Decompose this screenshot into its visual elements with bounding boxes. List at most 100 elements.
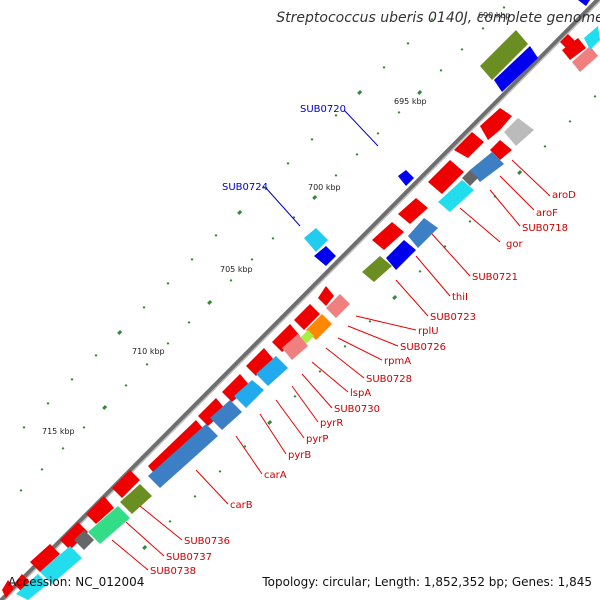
cds-arrow[interactable]: [560, 34, 576, 50]
label-leader-lines: [111, 159, 551, 571]
cds-arrow[interactable]: [318, 286, 334, 306]
cds-arrow[interactable]: [294, 304, 320, 330]
cds-arrow[interactable]: [480, 108, 512, 140]
cds-arrow[interactable]: [494, 46, 538, 92]
tick-dot: [250, 257, 254, 261]
tick-dot: [543, 145, 547, 148]
gene-label-SUB0730[interactable]: SUB0730: [334, 404, 380, 415]
gene-label-aroD[interactable]: aroD: [552, 190, 576, 201]
cds-block[interactable]: [480, 30, 528, 80]
tick-dot: [46, 402, 50, 405]
tick-dot: [397, 111, 401, 114]
tick-dot: [593, 95, 597, 98]
cds-arrow-reverse[interactable]: [438, 180, 474, 212]
cds-arrow[interactable]: [398, 170, 414, 186]
cds-arrow[interactable]: [314, 246, 336, 266]
cds-arrow-reverse[interactable]: [386, 240, 416, 270]
cds-block[interactable]: [300, 330, 314, 344]
cds-arrow[interactable]: [304, 228, 328, 252]
cds-arrow-reverse[interactable]: [40, 546, 82, 584]
cds-arrow-reverse[interactable]: [306, 314, 332, 340]
tick-dot: [190, 257, 194, 261]
gene-label-SUB0720[interactable]: SUB0720: [300, 104, 346, 115]
cds-arrow[interactable]: [246, 348, 274, 376]
gene-label-SUB0721[interactable]: SUB0721: [472, 272, 518, 283]
tick-dot: [193, 495, 197, 498]
cds-arrow[interactable]: [572, 46, 598, 72]
gene-label-SUB0724[interactable]: SUB0724: [222, 182, 268, 193]
gene-label-rplU[interactable]: rplU: [418, 326, 439, 337]
cds-arrow[interactable]: [222, 374, 250, 402]
gene-label-SUB0726[interactable]: SUB0726: [400, 342, 446, 353]
tick-dot: [218, 470, 222, 473]
gene-label-thiI[interactable]: thiI: [452, 292, 468, 303]
cds-block[interactable]: [584, 26, 600, 50]
tick-dot: [70, 378, 74, 381]
tick-dot: [166, 282, 170, 285]
gene-label-gor[interactable]: gor: [506, 239, 523, 250]
cds-arrow[interactable]: [454, 132, 484, 158]
gene-labels: aroD aroF SUB0718 gor SUB0721 thiI SUB07…: [150, 190, 576, 577]
tick-dot: [430, 18, 434, 21]
cds-arrow-reverse[interactable]: [88, 506, 130, 544]
gene-label-lspA[interactable]: lspA: [350, 388, 371, 399]
cds-arrow[interactable]: [272, 324, 300, 352]
cds-arrow[interactable]: [562, 38, 586, 60]
tick-dot: [439, 69, 443, 72]
gene-label-SUB0718[interactable]: SUB0718: [522, 223, 568, 234]
cds-arrow[interactable]: [372, 222, 404, 250]
gene-label-SUB0736[interactable]: SUB0736: [184, 536, 230, 547]
cds-arrow[interactable]: [198, 398, 226, 426]
cds-arrow[interactable]: [86, 496, 114, 524]
gene-label-rpmA[interactable]: rpmA: [384, 356, 411, 367]
cds-arrow-reverse[interactable]: [282, 334, 308, 360]
cds-arrow-reverse[interactable]: [326, 294, 350, 318]
cds-arrow[interactable]: [398, 198, 428, 224]
tick-dots: [19, 6, 597, 550]
cds-arrow-reverse[interactable]: [234, 380, 264, 408]
cds-arrow[interactable]: [112, 470, 140, 498]
gene-label-SUB0728[interactable]: SUB0728: [366, 374, 412, 385]
cds-arrow-reverse[interactable]: [210, 400, 242, 430]
cds-block[interactable]: [362, 256, 392, 282]
cds-arrow[interactable]: [2, 580, 14, 598]
tick-dot: [568, 120, 572, 123]
cds-arrow-reverse[interactable]: [490, 140, 512, 160]
gene-label-carB[interactable]: carB: [230, 500, 253, 511]
tick-dot: [267, 420, 273, 425]
tick-dot: [142, 545, 148, 550]
cds-block[interactable]: [120, 484, 152, 514]
gene-label-pyrR[interactable]: pyrR: [320, 418, 343, 429]
gene-label-SUB0737[interactable]: SUB0737: [166, 552, 212, 563]
gene-label-carA[interactable]: carA: [264, 470, 287, 481]
tick-dot: [271, 236, 275, 240]
cds-arrow[interactable]: [14, 574, 30, 592]
tick-dot: [312, 195, 318, 200]
tick-dot: [19, 489, 23, 492]
tick-dot: [376, 132, 380, 135]
tick-dot: [142, 306, 146, 309]
cds-arrow-reverse[interactable]: [148, 424, 218, 488]
cds-arrow[interactable]: [60, 522, 88, 550]
gene-label-pyrB[interactable]: pyrB: [288, 450, 311, 461]
cds-arrow-reverse[interactable]: [256, 356, 288, 386]
gene-label-SUB0738[interactable]: SUB0738: [150, 566, 196, 577]
cds-arrow-reverse[interactable]: [504, 118, 534, 146]
gene-label-aroF[interactable]: aroF: [536, 208, 558, 219]
cds-arrow-reverse[interactable]: [470, 152, 504, 182]
tick-dot: [229, 279, 233, 282]
tick-dot: [102, 404, 108, 410]
cds-block[interactable]: [578, 0, 590, 6]
gene-label-pyrP[interactable]: pyrP: [306, 434, 328, 445]
tick-dot: [417, 90, 423, 95]
cds-arrow-reverse[interactable]: [16, 574, 48, 600]
cds-arrow[interactable]: [30, 544, 60, 572]
gene-label-SUB0723[interactable]: SUB0723: [430, 312, 476, 323]
tick-dot: [82, 425, 86, 429]
tick-dot: [368, 320, 372, 323]
cds-block[interactable]: [462, 170, 478, 186]
cds-arrow-reverse[interactable]: [408, 218, 438, 248]
cds-block[interactable]: [74, 530, 94, 550]
cds-arrow[interactable]: [428, 160, 464, 194]
